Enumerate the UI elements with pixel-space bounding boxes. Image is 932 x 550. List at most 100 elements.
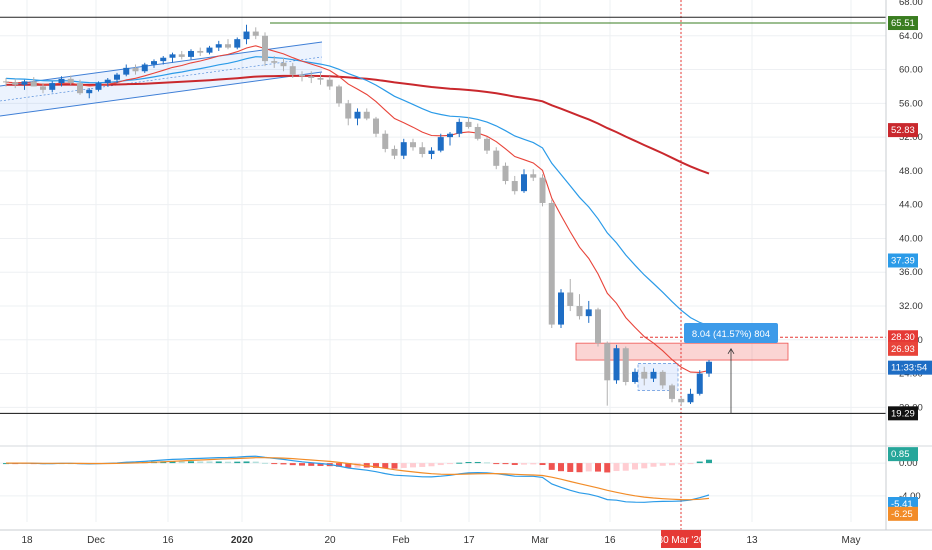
- macd-histogram-bar: [474, 461, 481, 464]
- candle-body: [215, 44, 222, 48]
- x-tick-highlight: [661, 530, 701, 548]
- macd-histogram-bar: [687, 463, 694, 465]
- macd-histogram-bar: [354, 463, 361, 468]
- candle-body: [400, 142, 407, 156]
- candle-body: [659, 371, 666, 386]
- candle-body: [632, 371, 638, 382]
- macd-histogram-bar: [169, 461, 176, 464]
- candle-body: [336, 86, 342, 104]
- candle-body: [419, 147, 426, 154]
- candle-body: [12, 82, 19, 85]
- y-tick-label: 68.00: [899, 0, 923, 8]
- channel-lower: [0, 71, 323, 117]
- candle-body: [234, 39, 241, 48]
- range-overlays: [575, 0, 789, 530]
- candle-body: [696, 373, 703, 394]
- price-tag-label: 28.30: [891, 332, 915, 343]
- price-tag-label: 65.51: [891, 18, 915, 29]
- price-tag-label: 52.83: [891, 125, 915, 136]
- macd-price-tag: [888, 447, 918, 462]
- y-tick-label: 52.00: [899, 132, 923, 143]
- candle-body: [77, 83, 83, 94]
- candle-body: [67, 78, 74, 84]
- candle-body: [363, 111, 370, 119]
- macd-histogram-bar: [613, 463, 620, 472]
- x-tick-label: 13: [746, 535, 758, 546]
- macd-histogram-bar: [539, 463, 546, 466]
- x-tick-label: Mar: [531, 535, 549, 546]
- candle-body: [243, 31, 250, 40]
- candle-body: [280, 62, 287, 67]
- candle-body: [289, 66, 296, 75]
- candle-body: [613, 348, 620, 381]
- candle-body: [308, 76, 315, 78]
- macd-histogram-bar: [632, 463, 638, 470]
- macd-histogram-bar: [622, 463, 629, 471]
- x-tick-label: Dec: [87, 535, 105, 546]
- macd-histogram-bar: [188, 461, 194, 464]
- macd-histogram-bar: [317, 463, 324, 466]
- candles: [3, 24, 712, 406]
- candle-body: [493, 150, 500, 166]
- macd-histogram-bar: [206, 461, 213, 464]
- candle-body: [410, 142, 416, 148]
- macd-histogram-bar: [299, 463, 305, 466]
- grid: [0, 0, 886, 522]
- price-tag-label: 37.39: [891, 255, 915, 266]
- macd-histogram-bar: [465, 462, 472, 464]
- candle-body: [447, 133, 453, 138]
- macd-histogram-bar: [410, 463, 416, 468]
- candle-body: [576, 306, 583, 317]
- macd-histogram-bar: [604, 463, 611, 473]
- macd-histogram-bar: [336, 463, 342, 467]
- candle-body: [539, 177, 546, 203]
- candle-body: [252, 31, 259, 36]
- candle-body: [641, 371, 648, 379]
- macd-histogram-bar: [558, 463, 564, 472]
- macd-histogram-bar: [511, 463, 518, 465]
- macd-histogram-bar: [373, 463, 379, 468]
- x-tick-label: Feb: [392, 535, 410, 546]
- macd-pane: [0, 455, 886, 503]
- x-tick-label: 17: [463, 535, 475, 546]
- candle-body: [687, 393, 694, 403]
- macd-histogram-bar: [659, 463, 666, 466]
- macd-histogram-bar: [493, 463, 500, 465]
- macd-histogram-bar: [696, 461, 703, 464]
- x-tick-label: 30 Mar '20: [658, 535, 705, 546]
- candle-body: [382, 133, 389, 149]
- macd-histogram-bar: [243, 461, 250, 464]
- macd-histogram-bar: [280, 463, 287, 465]
- macd-histogram-bar: [530, 463, 537, 465]
- price-tag: [888, 330, 918, 345]
- candle-body: [428, 150, 435, 154]
- candle-body: [669, 385, 675, 399]
- candle-body: [58, 78, 65, 84]
- y-tick-label: 36.00: [899, 267, 923, 278]
- candle-body: [104, 79, 111, 84]
- macd-histogram-bar: [271, 463, 278, 465]
- moving-averages: [5, 45, 710, 373]
- candle-body: [317, 78, 324, 80]
- x-tick-label: 20: [324, 535, 336, 546]
- macd-histogram-bar: [669, 463, 675, 466]
- macd-histogram-bar: [650, 463, 657, 467]
- candle-body: [650, 371, 657, 379]
- candle-body: [474, 126, 481, 139]
- candle-body: [151, 61, 157, 65]
- x-tick-label: 2020: [231, 535, 254, 546]
- candle-body: [114, 74, 120, 80]
- candle-body: [437, 137, 444, 151]
- macd-histogram-bar: [437, 463, 444, 466]
- candle-body: [160, 57, 167, 62]
- price-tag-label: 19.29: [891, 408, 915, 419]
- macd-histogram-bar: [262, 462, 268, 464]
- macd-histogram-bar: [548, 463, 555, 470]
- macd-y-tick-label: -4.00: [899, 491, 921, 502]
- candle-body: [354, 111, 361, 119]
- candle-body: [86, 89, 93, 94]
- candle-body: [511, 181, 518, 192]
- price-tag: [888, 360, 932, 375]
